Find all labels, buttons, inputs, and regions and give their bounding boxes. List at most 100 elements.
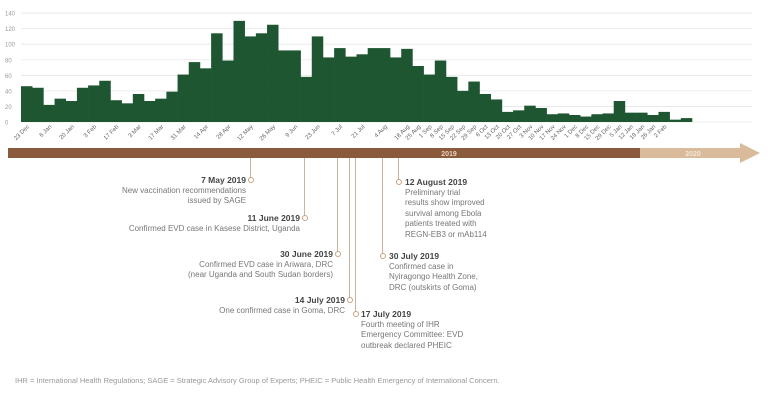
bar (233, 20, 245, 122)
timeline-arrow: 2019 2020 (8, 143, 760, 163)
x-tick-label: 12 May (237, 124, 255, 142)
bar (636, 112, 648, 122)
bar (524, 105, 536, 122)
bar (423, 74, 436, 122)
bar (132, 93, 145, 122)
bar (267, 24, 279, 122)
bar (624, 112, 637, 122)
bar (490, 99, 503, 122)
event-marker-icon (346, 297, 353, 303)
bar (568, 114, 581, 122)
x-tick-label: 26 May (259, 124, 277, 142)
bar (211, 33, 223, 122)
timeline-event: 12 August 2019 Preliminary trial results … (405, 177, 487, 240)
event-date: 17 July 2019 (361, 309, 412, 319)
bar (535, 107, 547, 122)
event-description: One confirmed case in Goma, DRC (219, 305, 345, 315)
y-tick-label: 40 (5, 89, 12, 95)
timeline-arrowhead (740, 143, 760, 163)
x-tick-label: 3 Mar (128, 124, 143, 139)
event-marker-icon (395, 179, 402, 185)
bar (546, 114, 559, 122)
bar (591, 114, 603, 122)
bar (222, 60, 234, 122)
event-date: 7 May 2019 (201, 175, 246, 185)
event-description: Fourth meeting of IHR Emergency Committe… (361, 319, 464, 350)
event-date: 30 June 2019 (280, 249, 333, 259)
event-marker-icon (301, 215, 308, 221)
event-date: 12 August 2019 (405, 177, 468, 187)
x-tick-label: 14 Apr (193, 124, 210, 141)
bar (300, 76, 313, 122)
bar (188, 62, 201, 122)
y-tick-label: 100 (5, 43, 16, 49)
x-tick-label: 3 Feb (83, 124, 99, 140)
event-connector-line (304, 158, 305, 217)
bar (613, 100, 626, 122)
bar (322, 57, 335, 123)
bar (110, 100, 122, 122)
bar (166, 91, 178, 122)
bar (76, 87, 89, 122)
bar (479, 93, 491, 122)
event-description: Confirmed EVD case in Kasese District, U… (128, 223, 300, 233)
bar (278, 50, 290, 123)
bar (345, 56, 357, 123)
bar (557, 113, 570, 122)
timeline-event: 30 July 2019 Confirmed case in Nyiragongo… (389, 251, 478, 293)
timeline-year-2019: 2019 (441, 151, 457, 158)
timeline-year-2020: 2020 (685, 151, 701, 158)
x-tick-label: 23 Jun (305, 124, 322, 141)
bar (669, 119, 682, 122)
event-connector-line (398, 158, 399, 181)
bar (580, 116, 592, 122)
x-tick-label: 20 Jan (59, 124, 76, 141)
bar (88, 85, 100, 122)
y-tick-label: 0 (5, 121, 9, 127)
bar (513, 110, 525, 122)
y-tick-label: 120 (5, 27, 16, 33)
bar (255, 33, 268, 122)
x-tick-label: 17 Mar (148, 124, 165, 141)
y-tick-label: 80 (5, 58, 12, 64)
bar (412, 65, 424, 122)
y-tick-label: 140 (5, 12, 16, 18)
x-tick-label: 28 Apr (216, 124, 233, 141)
event-marker-icon (379, 253, 386, 259)
bar (378, 48, 391, 123)
bar (43, 104, 55, 122)
event-description: Confirmed case in Nyiragongo Health Zone… (389, 261, 478, 292)
event-description: Confirmed EVD case in Ariwara, DRC (near… (188, 259, 333, 280)
timeline-event: 11 June 2019 Confirmed EVD case in Kasese… (129, 213, 300, 234)
bar (367, 48, 380, 123)
y-tick-label: 60 (5, 74, 12, 80)
timeline-2019-segment (8, 148, 640, 158)
bar (602, 113, 615, 122)
event-connector-line (250, 158, 251, 179)
event-connector-line (382, 158, 383, 255)
x-tick-label: 2 Feb (653, 124, 669, 140)
bar (501, 111, 514, 122)
bar (155, 98, 167, 122)
bar (647, 114, 659, 122)
event-connector-line (349, 158, 350, 299)
x-tick-label: 6 Jan (39, 124, 54, 139)
bar (434, 60, 447, 122)
timeline-event: 17 July 2019 Fourth meeting of IHR Emerge… (361, 309, 463, 351)
bar (99, 80, 111, 122)
bar (54, 98, 67, 122)
event-marker-icon (352, 311, 359, 317)
event-date: 14 July 2019 (294, 295, 345, 305)
event-date: 30 July 2019 (389, 251, 440, 261)
event-marker-icon (334, 251, 341, 257)
bar (445, 76, 458, 122)
timeline-2020-segment (640, 148, 746, 158)
abbreviations-footnote: IHR = International Health Regulations; … (15, 376, 500, 385)
x-tick-label: 17 Feb (103, 124, 121, 142)
x-tick-label: 9 Jun (285, 124, 300, 139)
y-tick-label: 20 (5, 105, 12, 111)
event-connector-line (355, 158, 356, 313)
event-marker-icon (247, 177, 254, 183)
bar (457, 90, 469, 122)
bar (65, 100, 78, 122)
